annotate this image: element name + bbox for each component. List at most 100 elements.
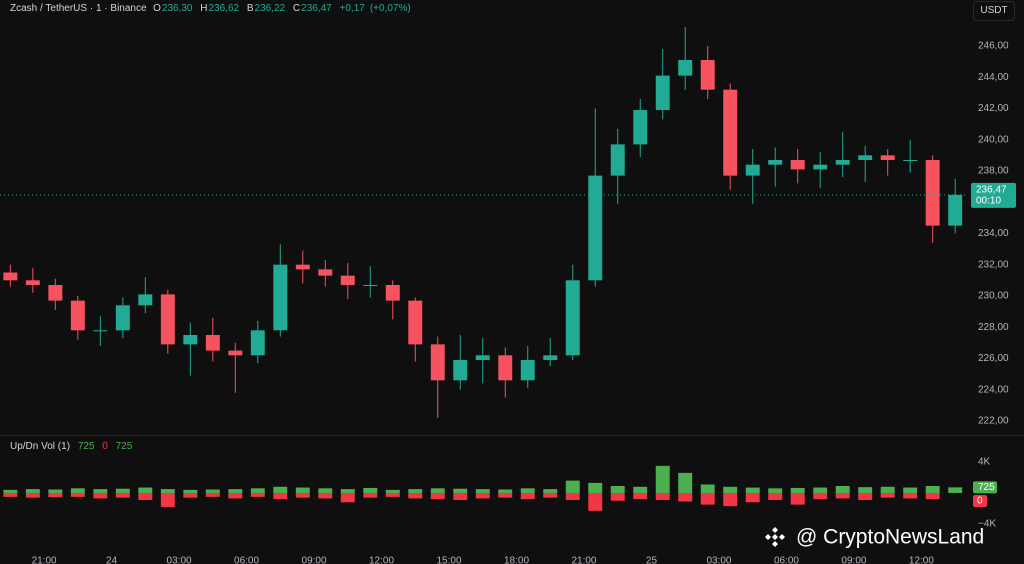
candle-body [475,355,490,360]
close-value: 236,47 [301,3,332,14]
candle-body [385,285,400,301]
volume-up-bar [93,489,108,493]
volume-down-bar [768,492,783,500]
volume-down-bar [543,492,558,498]
y-tick-label: 234,00 [978,228,1009,239]
candle-body [408,300,423,345]
x-tick-label: 21:00 [32,556,57,564]
volume-down-bar [25,492,40,498]
change: +0,17 [339,3,365,14]
volume-up-bar [925,486,940,493]
candle-body [295,264,310,270]
y-tick-label: 230,00 [978,291,1009,302]
volume-up-bar [25,489,40,493]
candle-body [205,335,220,351]
candle-body [430,344,445,381]
volume-down-tag [973,494,987,507]
x-tick-label: 18:00 [504,556,529,564]
change-pct: (+0,07%) [369,3,411,14]
volume-up-bar [633,486,648,493]
x-tick-label: 24 [106,556,118,564]
candle-body [48,285,63,301]
volume-up-bar [363,487,378,493]
volume-up-bar [835,486,850,493]
volume-up-bar [745,487,760,493]
candle-body [565,280,580,356]
volume-up-bar [453,488,468,493]
volume-down-bar [205,492,220,497]
volume-down-bar [273,492,288,500]
volume-down-tag-label: 0 [977,496,983,507]
candle-body [633,110,648,145]
volume-up-bar [723,486,738,493]
volume-up-bar [790,487,805,493]
candle-body [363,285,378,286]
volume-up-bar [48,489,63,493]
last-price-tag [971,182,1016,208]
candle-body [228,350,243,356]
volume-up-bar [565,480,580,493]
volume-down-bar [385,492,400,497]
volume-down-bar [475,492,490,499]
volume-down-bar [880,492,895,498]
volume-up-bar [205,489,220,493]
currency-button[interactable]: USDT [973,1,1015,21]
candle-body [93,330,108,332]
x-tick-label: 12:00 [369,556,394,564]
countdown: 00:10 [976,195,1001,206]
candle-body [183,335,198,345]
volume-down: 0 [102,441,108,452]
volume-up-bar [903,487,918,493]
x-tick-label: 06:00 [234,556,259,564]
volume-down-bar [318,492,333,499]
y-tick-label: 224,00 [978,384,1009,395]
volume-down-bar [858,492,873,500]
volume-down-bar [903,492,918,499]
volume-up-bar [475,489,490,493]
volume-down-bar [138,492,153,500]
volume-up-bar [948,487,963,493]
x-tick-label: 15:00 [437,556,462,564]
candle-body [655,75,670,110]
candle-body [3,272,18,281]
y-tick-label: 222,00 [978,416,1009,427]
candle-body [835,160,850,165]
candle-body [340,275,355,285]
volume-up-bar [880,486,895,493]
volume-down-bar [363,492,378,498]
low-label: B [246,3,254,14]
candle-body [723,89,738,176]
candle-body [250,330,265,356]
volume-title: Up/Dn Vol (1) [10,441,71,452]
volume-down-bar [115,492,130,498]
volume-down-bar [790,492,805,505]
volume-up-bar [858,487,873,493]
y-tick-label: 246,00 [978,41,1009,52]
volume-down-bar [295,492,310,498]
candle-body [678,60,693,76]
volume-up-bar [70,488,85,493]
candle-body [25,280,40,285]
candle-body [813,164,828,170]
symbol: Zcash / TetherUS · 1 · Binance [10,3,147,14]
volume-down-bar [610,492,625,501]
header: Zcash / TetherUS · 1 · Binance O236,30 H… [10,3,416,14]
volume-down-bar [183,492,198,498]
volume-down-bar [408,492,423,499]
volume-up-bar [520,488,535,493]
x-tick-label: 21:00 [571,556,596,564]
volume-tick-label: 4K [978,457,991,468]
high-value: 236,62 [208,3,240,14]
volume-up-bar [273,486,288,493]
candle-body [700,60,715,90]
candle-body [318,269,333,276]
volume-up-bar [318,488,333,493]
candle-body [160,294,175,345]
candle-body [610,144,625,176]
volume-down-bar [3,492,18,497]
volume-down-bar [93,492,108,499]
open-value: 236,30 [161,3,193,14]
y-tick-label: 232,00 [978,259,1009,270]
high-label: H [200,3,208,14]
